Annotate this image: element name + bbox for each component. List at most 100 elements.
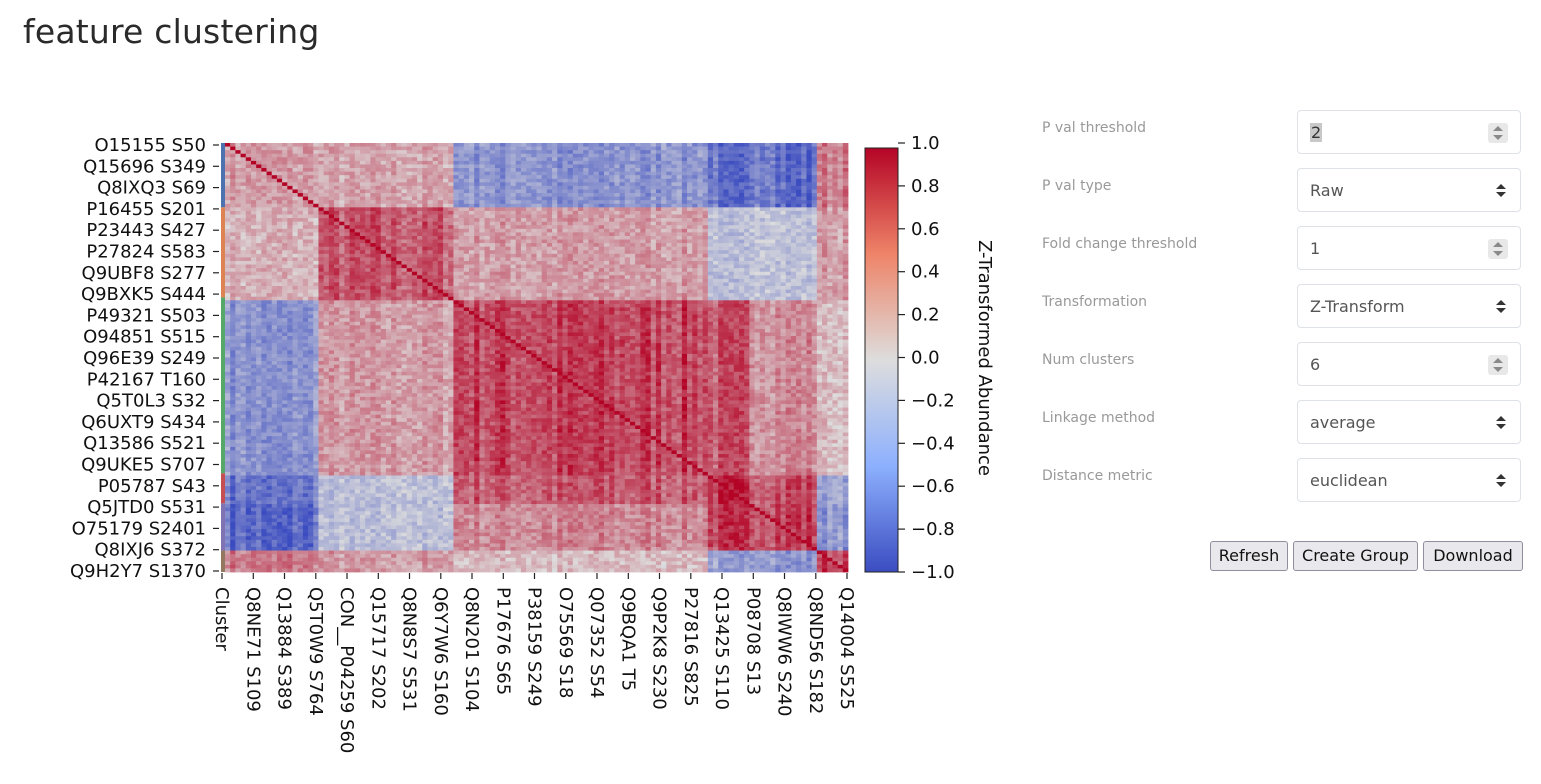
heatmap-cell	[245, 235, 252, 240]
heatmap-cell	[661, 146, 667, 151]
heatmap-cell	[619, 178, 626, 183]
heatmap-cell	[744, 150, 750, 155]
heatmap-cell	[832, 189, 839, 194]
heatmap-cell	[302, 203, 309, 208]
heatmap-cell	[448, 200, 454, 205]
heatmap-cell	[702, 178, 709, 183]
heatmap-cell	[282, 268, 288, 273]
heatmap-cell	[655, 178, 662, 183]
heatmap-cell	[842, 271, 849, 276]
heatmap-cell	[437, 157, 444, 162]
heatmap-cell	[655, 282, 662, 287]
heatmap-cell	[489, 264, 496, 269]
heatmap-cell	[744, 218, 750, 223]
heatmap-cell	[411, 193, 418, 198]
heatmap-cell	[687, 278, 693, 283]
heatmap-cell	[728, 221, 735, 226]
heatmap-cell	[370, 210, 376, 215]
heatmap-cell	[432, 268, 439, 273]
heatmap-cell	[588, 271, 595, 276]
heatmap-cell	[842, 207, 849, 212]
heatmap-cell	[713, 235, 719, 240]
heatmap-cell	[520, 228, 527, 233]
heatmap-cell	[313, 253, 319, 258]
heatmap-cell	[609, 250, 615, 255]
heatmap-cell	[806, 175, 813, 180]
heatmap-cell	[811, 218, 818, 223]
heatmap-cell	[510, 143, 517, 147]
heatmap-cell	[494, 160, 501, 165]
heatmap-cell	[344, 271, 350, 276]
heatmap-cell	[406, 196, 413, 201]
heatmap-cell	[474, 243, 480, 248]
heatmap-cell	[790, 225, 797, 230]
heatmap-cell	[235, 268, 241, 273]
heatmap-cell	[453, 214, 460, 219]
heatmap-cell	[603, 153, 610, 158]
heatmap-cell	[443, 243, 449, 248]
heatmap-cell	[572, 275, 579, 280]
heatmap-cell	[318, 282, 325, 287]
heatmap-cell	[443, 257, 449, 262]
heatmap-cell	[681, 164, 688, 169]
heatmap-cell	[494, 275, 501, 280]
heatmap-cell	[832, 185, 839, 190]
heatmap-cell	[385, 196, 392, 201]
heatmap-cell	[334, 178, 340, 183]
heatmap-cell	[297, 271, 304, 276]
heatmap-cell	[598, 243, 605, 248]
heatmap-cell	[749, 182, 755, 187]
heatmap-cell	[375, 150, 382, 155]
heatmap-cell	[494, 171, 501, 176]
heatmap-cell	[245, 175, 252, 180]
heatmap-cell	[323, 243, 330, 248]
heatmap-cell	[401, 239, 408, 244]
heatmap-cell	[245, 218, 252, 223]
heatmap-cell	[489, 143, 496, 147]
heatmap-cell	[526, 171, 532, 176]
heatmap-cell	[718, 160, 724, 165]
heatmap-cell	[349, 164, 356, 169]
heatmap-cell	[344, 171, 350, 176]
heatmap-cell	[738, 193, 745, 198]
heatmap-cell	[801, 257, 807, 262]
heatmap-cell	[334, 150, 340, 155]
heatmap-cell	[344, 150, 350, 155]
heatmap-cell	[754, 239, 761, 244]
heatmap-cell	[635, 264, 641, 269]
heatmap-cell	[323, 225, 330, 230]
heatmap-cell	[827, 271, 833, 276]
heatmap-cell	[256, 207, 262, 212]
heatmap-cell	[707, 207, 714, 212]
heatmap-cell	[676, 210, 683, 215]
heatmap-cell	[323, 221, 330, 226]
heatmap-cell	[655, 218, 662, 223]
heatmap-cell	[302, 193, 309, 198]
heatmap-cell	[624, 218, 631, 223]
heatmap-cell	[541, 275, 548, 280]
heatmap-cell	[484, 175, 491, 180]
heatmap-cell	[391, 203, 397, 208]
heatmap-cell	[323, 228, 330, 233]
heatmap-cell	[417, 250, 423, 255]
heatmap-cell	[546, 282, 553, 287]
heatmap-cell	[832, 182, 839, 187]
heatmap-cell	[588, 189, 595, 194]
heatmap-cell	[557, 178, 563, 183]
heatmap-cell	[240, 243, 247, 248]
heatmap-cell	[417, 218, 423, 223]
heatmap-cell	[749, 246, 755, 251]
heatmap-cell	[738, 189, 745, 194]
heatmap-cell	[510, 257, 517, 262]
heatmap-cell	[837, 193, 844, 198]
heatmap-cell	[593, 278, 600, 283]
heatmap-cell	[609, 278, 615, 283]
heatmap-cell	[754, 250, 761, 255]
heatmap-cell	[479, 182, 485, 187]
heatmap-cell	[692, 260, 698, 265]
heatmap-cell	[754, 178, 761, 183]
heatmap-cell	[816, 225, 823, 230]
heatmap-cell	[536, 171, 543, 176]
heatmap-cell	[635, 193, 641, 198]
heatmap-cell	[406, 168, 413, 173]
